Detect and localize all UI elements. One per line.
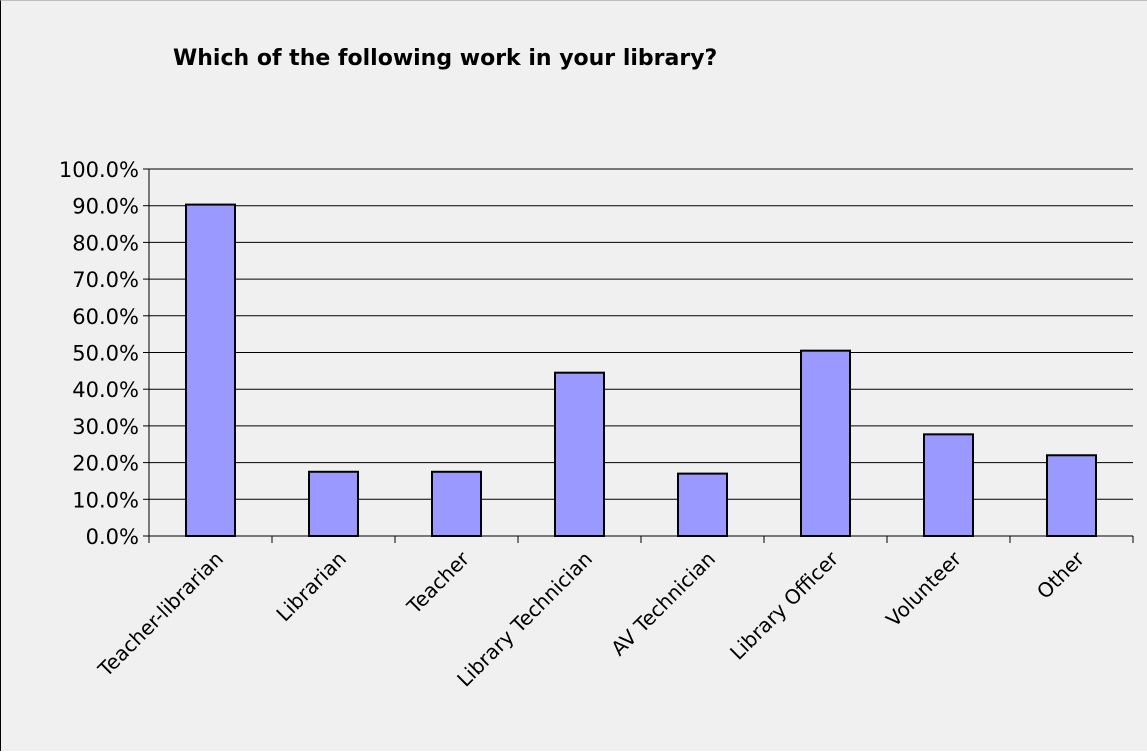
y-tick-label: 0.0% [86,525,139,549]
bar [185,203,236,537]
bar [800,349,851,538]
y-tick-label: 90.0% [72,195,139,219]
category-label: Library Technician [452,547,597,692]
bar [1046,454,1097,538]
category-label: Teacher [402,546,475,619]
y-tick-label: 100.0% [59,158,139,182]
y-tick-labels: 0.0% 10.0% 20.0% 30.0% 40.0% 50.0% 60.0% 70.0% 8… [59,158,139,549]
y-tick-label: 30.0% [72,415,139,439]
category-label: Librarian [271,547,351,627]
y-tick-label: 50.0% [72,342,139,366]
bars [185,203,1097,538]
category-label: Teacher-librarian [93,547,228,682]
y-tick-label: 80.0% [72,231,139,255]
y-tick-label: 40.0% [72,378,139,402]
chart-title: Which of the following work in your libr… [173,46,717,71]
gridlines [149,168,1133,500]
category-labels: Teacher-librarian Librarian TeacherLibrary… [93,546,1090,691]
bar [308,470,359,537]
axes [143,168,1134,543]
y-tick-label: 10.0% [72,488,139,512]
bar [554,371,605,537]
category-label: Other [1032,546,1090,604]
bar [923,433,974,537]
y-tick-label: 20.0% [72,452,139,476]
category-label: Library Officer [725,546,844,665]
y-tick-label: 60.0% [72,305,139,329]
bar [677,472,728,537]
y-tick-label: 70.0% [72,268,139,292]
bar [431,470,482,537]
category-label: Volunteer [881,546,966,631]
category-label: AV Technician [606,547,720,661]
